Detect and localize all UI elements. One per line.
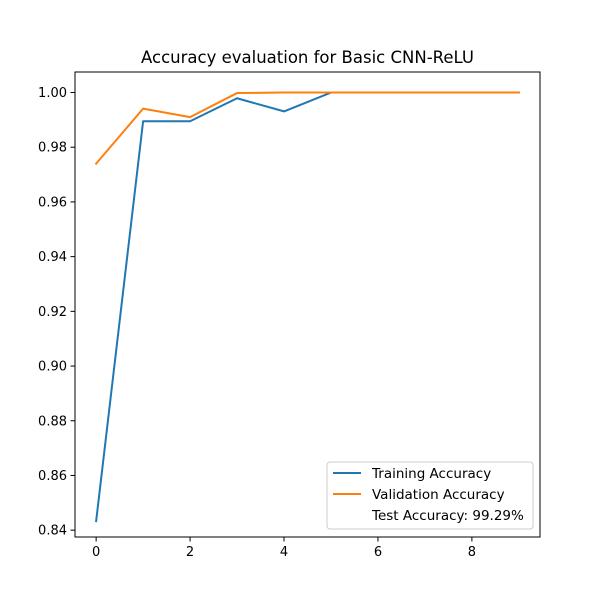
x-tick-label: 2 bbox=[186, 545, 194, 560]
axes-layer: 0 2 4 6 8 0.84 0.86 0.88 0.90 0.92 0.94 0.96 0.98 1.0… bbox=[38, 71, 541, 560]
legend-box bbox=[326, 461, 534, 530]
y-tick-label: 0.84 bbox=[38, 524, 67, 539]
y-tick-label: 0.86 bbox=[38, 469, 67, 484]
x-tick-label: 0 bbox=[92, 545, 100, 560]
y-tick-label: 0.94 bbox=[38, 250, 67, 265]
y-tick-label: 1.00 bbox=[38, 86, 67, 101]
y-tick-label: 0.88 bbox=[38, 414, 67, 429]
x-tick-label: 4 bbox=[280, 545, 288, 560]
series-line-validation bbox=[94, 91, 520, 166]
legend-entry: Training Accuracy bbox=[371, 466, 491, 482]
x-tick-label: 8 bbox=[468, 545, 476, 560]
y-tick-label: 0.98 bbox=[38, 141, 67, 156]
plot-background bbox=[75, 72, 540, 537]
legend: Training Accuracy Validation Accuracy Test… bbox=[326, 461, 534, 530]
plot-area bbox=[75, 72, 540, 537]
x-tick-label: 6 bbox=[374, 545, 382, 560]
axes-frame bbox=[74, 71, 541, 538]
y-tick-label: 0.90 bbox=[38, 360, 67, 375]
chart-title: Accuracy evaluation for Basic CNN-ReLU bbox=[141, 48, 474, 67]
legend-entry: Validation Accuracy bbox=[372, 487, 505, 503]
series-layer bbox=[94, 91, 520, 523]
y-tick-label: 0.96 bbox=[38, 195, 67, 210]
legend-entry: Test Accuracy: 99.29% bbox=[371, 508, 524, 524]
y-tick-label: 0.92 bbox=[38, 305, 67, 320]
